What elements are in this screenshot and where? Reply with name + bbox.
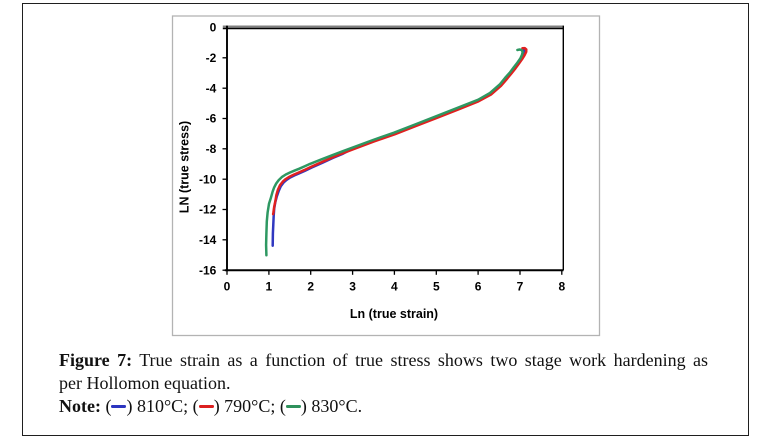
- svg-text:-6: -6: [206, 112, 217, 126]
- svg-text:7: 7: [517, 280, 524, 294]
- svg-text:4: 4: [391, 280, 398, 294]
- svg-text:0: 0: [224, 280, 231, 294]
- svg-text:8: 8: [558, 280, 565, 294]
- svg-text:-10: -10: [199, 172, 217, 186]
- svg-text:-4: -4: [206, 81, 217, 95]
- svg-text:-16: -16: [199, 263, 217, 277]
- svg-text:-8: -8: [206, 142, 217, 156]
- svg-text:1: 1: [266, 280, 273, 294]
- svg-text:6: 6: [475, 280, 482, 294]
- svg-text:-12: -12: [199, 203, 217, 217]
- svg-text:-14: -14: [199, 233, 217, 247]
- svg-text:0: 0: [210, 21, 217, 35]
- svg-text:Ln (true strain): Ln (true strain): [350, 307, 438, 321]
- svg-text:LN (true stress): LN (true stress): [178, 121, 192, 213]
- svg-text:2: 2: [307, 280, 314, 294]
- svg-text:5: 5: [433, 280, 440, 294]
- svg-text:3: 3: [349, 280, 356, 294]
- svg-text:-2: -2: [206, 51, 217, 65]
